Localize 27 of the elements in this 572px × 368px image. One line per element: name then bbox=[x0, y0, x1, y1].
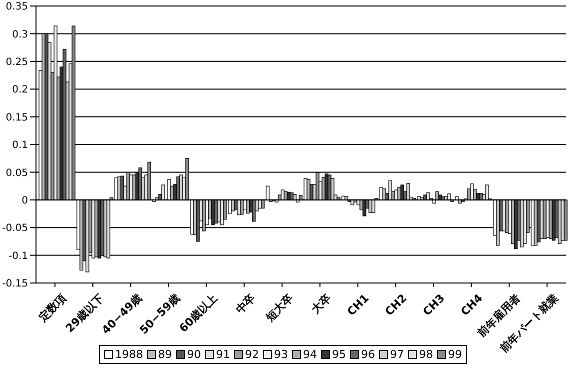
legend-label: 91 bbox=[215, 348, 230, 361]
legend-label: 99 bbox=[447, 348, 462, 361]
y-tick-label: 0.15 bbox=[6, 112, 28, 124]
legend-label: 94 bbox=[302, 348, 317, 361]
legend-label: 98 bbox=[418, 348, 433, 361]
x-tick-label: 短大卒 bbox=[262, 292, 296, 325]
legend-label: 90 bbox=[186, 348, 201, 361]
legend-label: 93 bbox=[273, 348, 288, 361]
legend-label: 97 bbox=[389, 348, 404, 361]
y-tick-label: -0.1 bbox=[8, 250, 28, 262]
y-tick-label: 0.2 bbox=[12, 84, 28, 96]
y-tick-label: 0.25 bbox=[6, 56, 28, 68]
y-tick-label: 0.35 bbox=[6, 2, 28, 13]
x-tick-label: 中卒 bbox=[233, 292, 258, 316]
legend-label: 89 bbox=[157, 348, 172, 361]
legend-label: 96 bbox=[360, 348, 375, 361]
legend-label: 95 bbox=[331, 348, 346, 361]
legend-label: 92 bbox=[244, 348, 259, 361]
y-tick-label: 0.05 bbox=[6, 168, 28, 179]
legend-label: 1988 bbox=[114, 348, 143, 361]
x-tick-label: 定数項 bbox=[35, 292, 69, 325]
y-tick-label: -0.15 bbox=[2, 278, 28, 290]
x-tick-label: 大卒 bbox=[308, 292, 334, 316]
y-tick-label: 0.3 bbox=[12, 29, 28, 40]
y-tick-label: 0.1 bbox=[12, 140, 28, 152]
y-tick-label: 0 bbox=[22, 195, 28, 206]
y-tick-label: -0.05 bbox=[2, 223, 28, 234]
